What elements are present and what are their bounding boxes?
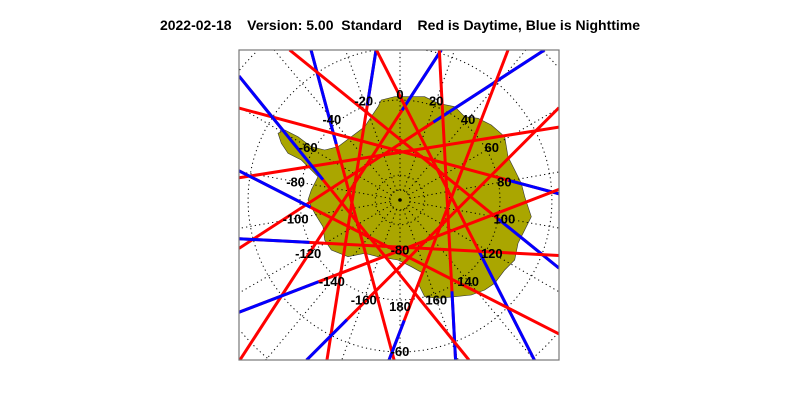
- track-daytime: [305, 106, 559, 360]
- longitude-label: -100: [283, 211, 309, 226]
- meridian-line: [409, 201, 559, 229]
- meridian-line: [239, 171, 391, 199]
- meridian-line: [239, 106, 392, 196]
- track-nighttime: [239, 237, 310, 244]
- longitude-label: 140: [457, 274, 479, 289]
- track-nighttime: [450, 291, 458, 360]
- longitude-label: -160: [351, 293, 377, 308]
- longitude-label: -120: [295, 246, 321, 261]
- title-product: Standard: [341, 17, 402, 33]
- track-daytime: [387, 50, 510, 360]
- track-nighttime: [497, 217, 559, 270]
- track-nighttime: [305, 318, 349, 360]
- longitude-label: 80: [497, 175, 511, 190]
- longitude-label: 0: [396, 87, 403, 102]
- latitude-circle: [239, 51, 559, 359]
- track-nighttime: [239, 75, 325, 181]
- title-legend: Red is Daytime, Blue is Nighttime: [417, 17, 641, 33]
- latitude-label: -60: [391, 344, 410, 359]
- longitude-label: 100: [494, 211, 516, 226]
- meridian-line: [402, 50, 456, 191]
- title-date: 2022-02-18: [159, 17, 232, 33]
- meridian-line: [344, 50, 398, 191]
- track-nighttime: [387, 319, 406, 360]
- track-nighttime: [365, 50, 378, 106]
- longitude-label: -140: [319, 274, 345, 289]
- latitude-circle: [247, 50, 553, 353]
- track-nighttime: [239, 280, 320, 314]
- meridian-line: [273, 50, 395, 193]
- track-nighttime: [239, 169, 312, 209]
- longitude-label: -80: [286, 175, 305, 190]
- track-daytime: [239, 106, 559, 196]
- longitude-label: 60: [485, 140, 499, 155]
- meridian-line: [239, 201, 391, 229]
- antarctica-landmass: [277, 96, 532, 299]
- meridian-line: [341, 209, 398, 360]
- track-nighttime: [400, 50, 443, 112]
- longitude-label: -40: [322, 112, 341, 127]
- title-version: Version: 5.00: [247, 17, 334, 33]
- longitude-label: 180: [389, 299, 411, 314]
- longitude-label: 120: [481, 246, 503, 261]
- map-frame: [238, 49, 560, 361]
- plot-title: 2022-02-18 Version: 5.00 Standard Red is…: [0, 17, 800, 33]
- longitude-label: -60: [299, 140, 318, 155]
- track-nighttime: [309, 50, 338, 145]
- longitude-label: -20: [354, 93, 373, 108]
- meridian-line: [409, 171, 559, 199]
- longitude-label: 40: [461, 112, 475, 127]
- longitude-label: 160: [425, 293, 447, 308]
- meridian-line: [239, 204, 392, 294]
- meridian-line: [402, 209, 459, 360]
- latitude-label: -80: [391, 243, 410, 258]
- longitude-label: 20: [429, 93, 443, 108]
- pole-marker: [398, 198, 402, 202]
- track-nighttime: [432, 50, 546, 124]
- orbit-tracks: [239, 50, 559, 360]
